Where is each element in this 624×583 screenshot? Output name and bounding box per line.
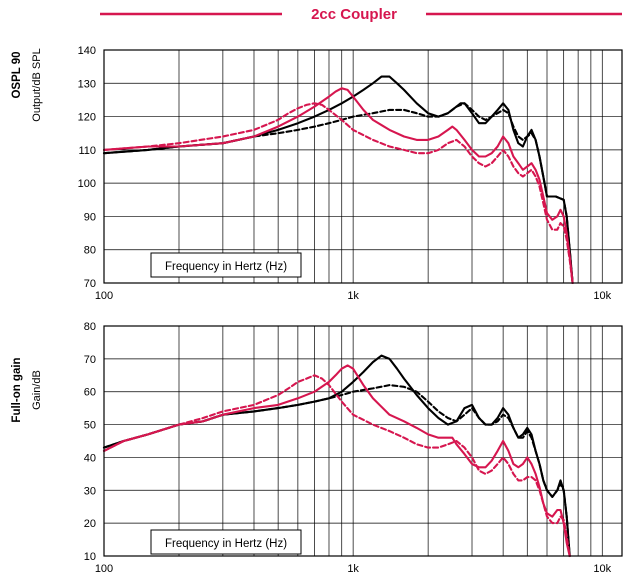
y-tick-label: 70 [84, 278, 96, 290]
black-dashed-series-line [102, 384, 571, 558]
y-tick-label: 90 [84, 211, 96, 223]
y-tick-label: 20 [84, 518, 96, 530]
y-tick-label: 80 [84, 245, 96, 257]
y-tick-label: 50 [84, 420, 96, 432]
y-tick-label: 130 [78, 78, 96, 90]
chart-panel-gain: 10 20 30 40 50 60 70 80 100 1k 10k Frequency in H… [11, 321, 623, 575]
x-axis-label: Frequency in Hertz (Hz) [165, 261, 287, 273]
plot-frame [103, 325, 623, 557]
x-axis-label: Frequency in Hertz (Hz) [165, 538, 287, 550]
panel-series [102, 75, 574, 285]
x-tick-label: 1k [347, 563, 359, 575]
y-tick-label: 110 [78, 145, 96, 157]
y-tick-label: 60 [84, 387, 96, 399]
black-solid-series-line [102, 354, 571, 558]
y-axis-label-bold: OSPL 90 [11, 51, 23, 98]
panel-series [102, 354, 571, 558]
y-axis-label: Output/dB SPL [31, 48, 43, 121]
y-tick-label: 100 [78, 178, 96, 190]
x-tick-label: 10k [593, 563, 611, 575]
chart-title: 2cc Coupler [311, 6, 397, 23]
x-tick-labels: 100 1k 10k [95, 290, 612, 302]
x-tick-label: 100 [95, 563, 113, 575]
x-tick-label: 100 [95, 290, 113, 302]
xlabel-box [150, 529, 302, 555]
black-dashed-series-line [102, 102, 574, 285]
y-axis-label-bold: Full-on gain [11, 357, 23, 422]
x-tick-label: 10k [593, 290, 611, 302]
y-tick-label: 140 [78, 45, 96, 57]
y-tick-label: 40 [84, 452, 96, 464]
y-tick-labels: 10 20 30 40 50 60 70 80 [84, 321, 96, 563]
y-tick-labels: 70 80 90 100 110 120 130 140 [78, 45, 96, 290]
y-tick-label: 80 [84, 321, 96, 333]
y-tick-label: 10 [84, 551, 96, 563]
y-axis-label: Gain/dB [31, 370, 43, 410]
panel-grid [103, 49, 622, 284]
plot-frame [103, 49, 623, 284]
x-tick-label: 1k [347, 290, 359, 302]
chart-panel-ospl: 70 80 90 100 110 120 130 140 100 1k 10k Frequency… [11, 45, 623, 302]
y-tick-label: 70 [84, 354, 96, 366]
panel-grid [103, 325, 622, 557]
x-tick-labels: 100 1k 10k [95, 563, 612, 575]
y-tick-label: 30 [84, 485, 96, 497]
red-dashed-series-line [102, 102, 574, 285]
xlabel-box [150, 252, 302, 278]
red-solid-series-line [102, 87, 574, 285]
y-tick-label: 120 [78, 112, 96, 124]
red-dashed-series-line [102, 374, 571, 558]
black-solid-series-line [102, 75, 574, 285]
